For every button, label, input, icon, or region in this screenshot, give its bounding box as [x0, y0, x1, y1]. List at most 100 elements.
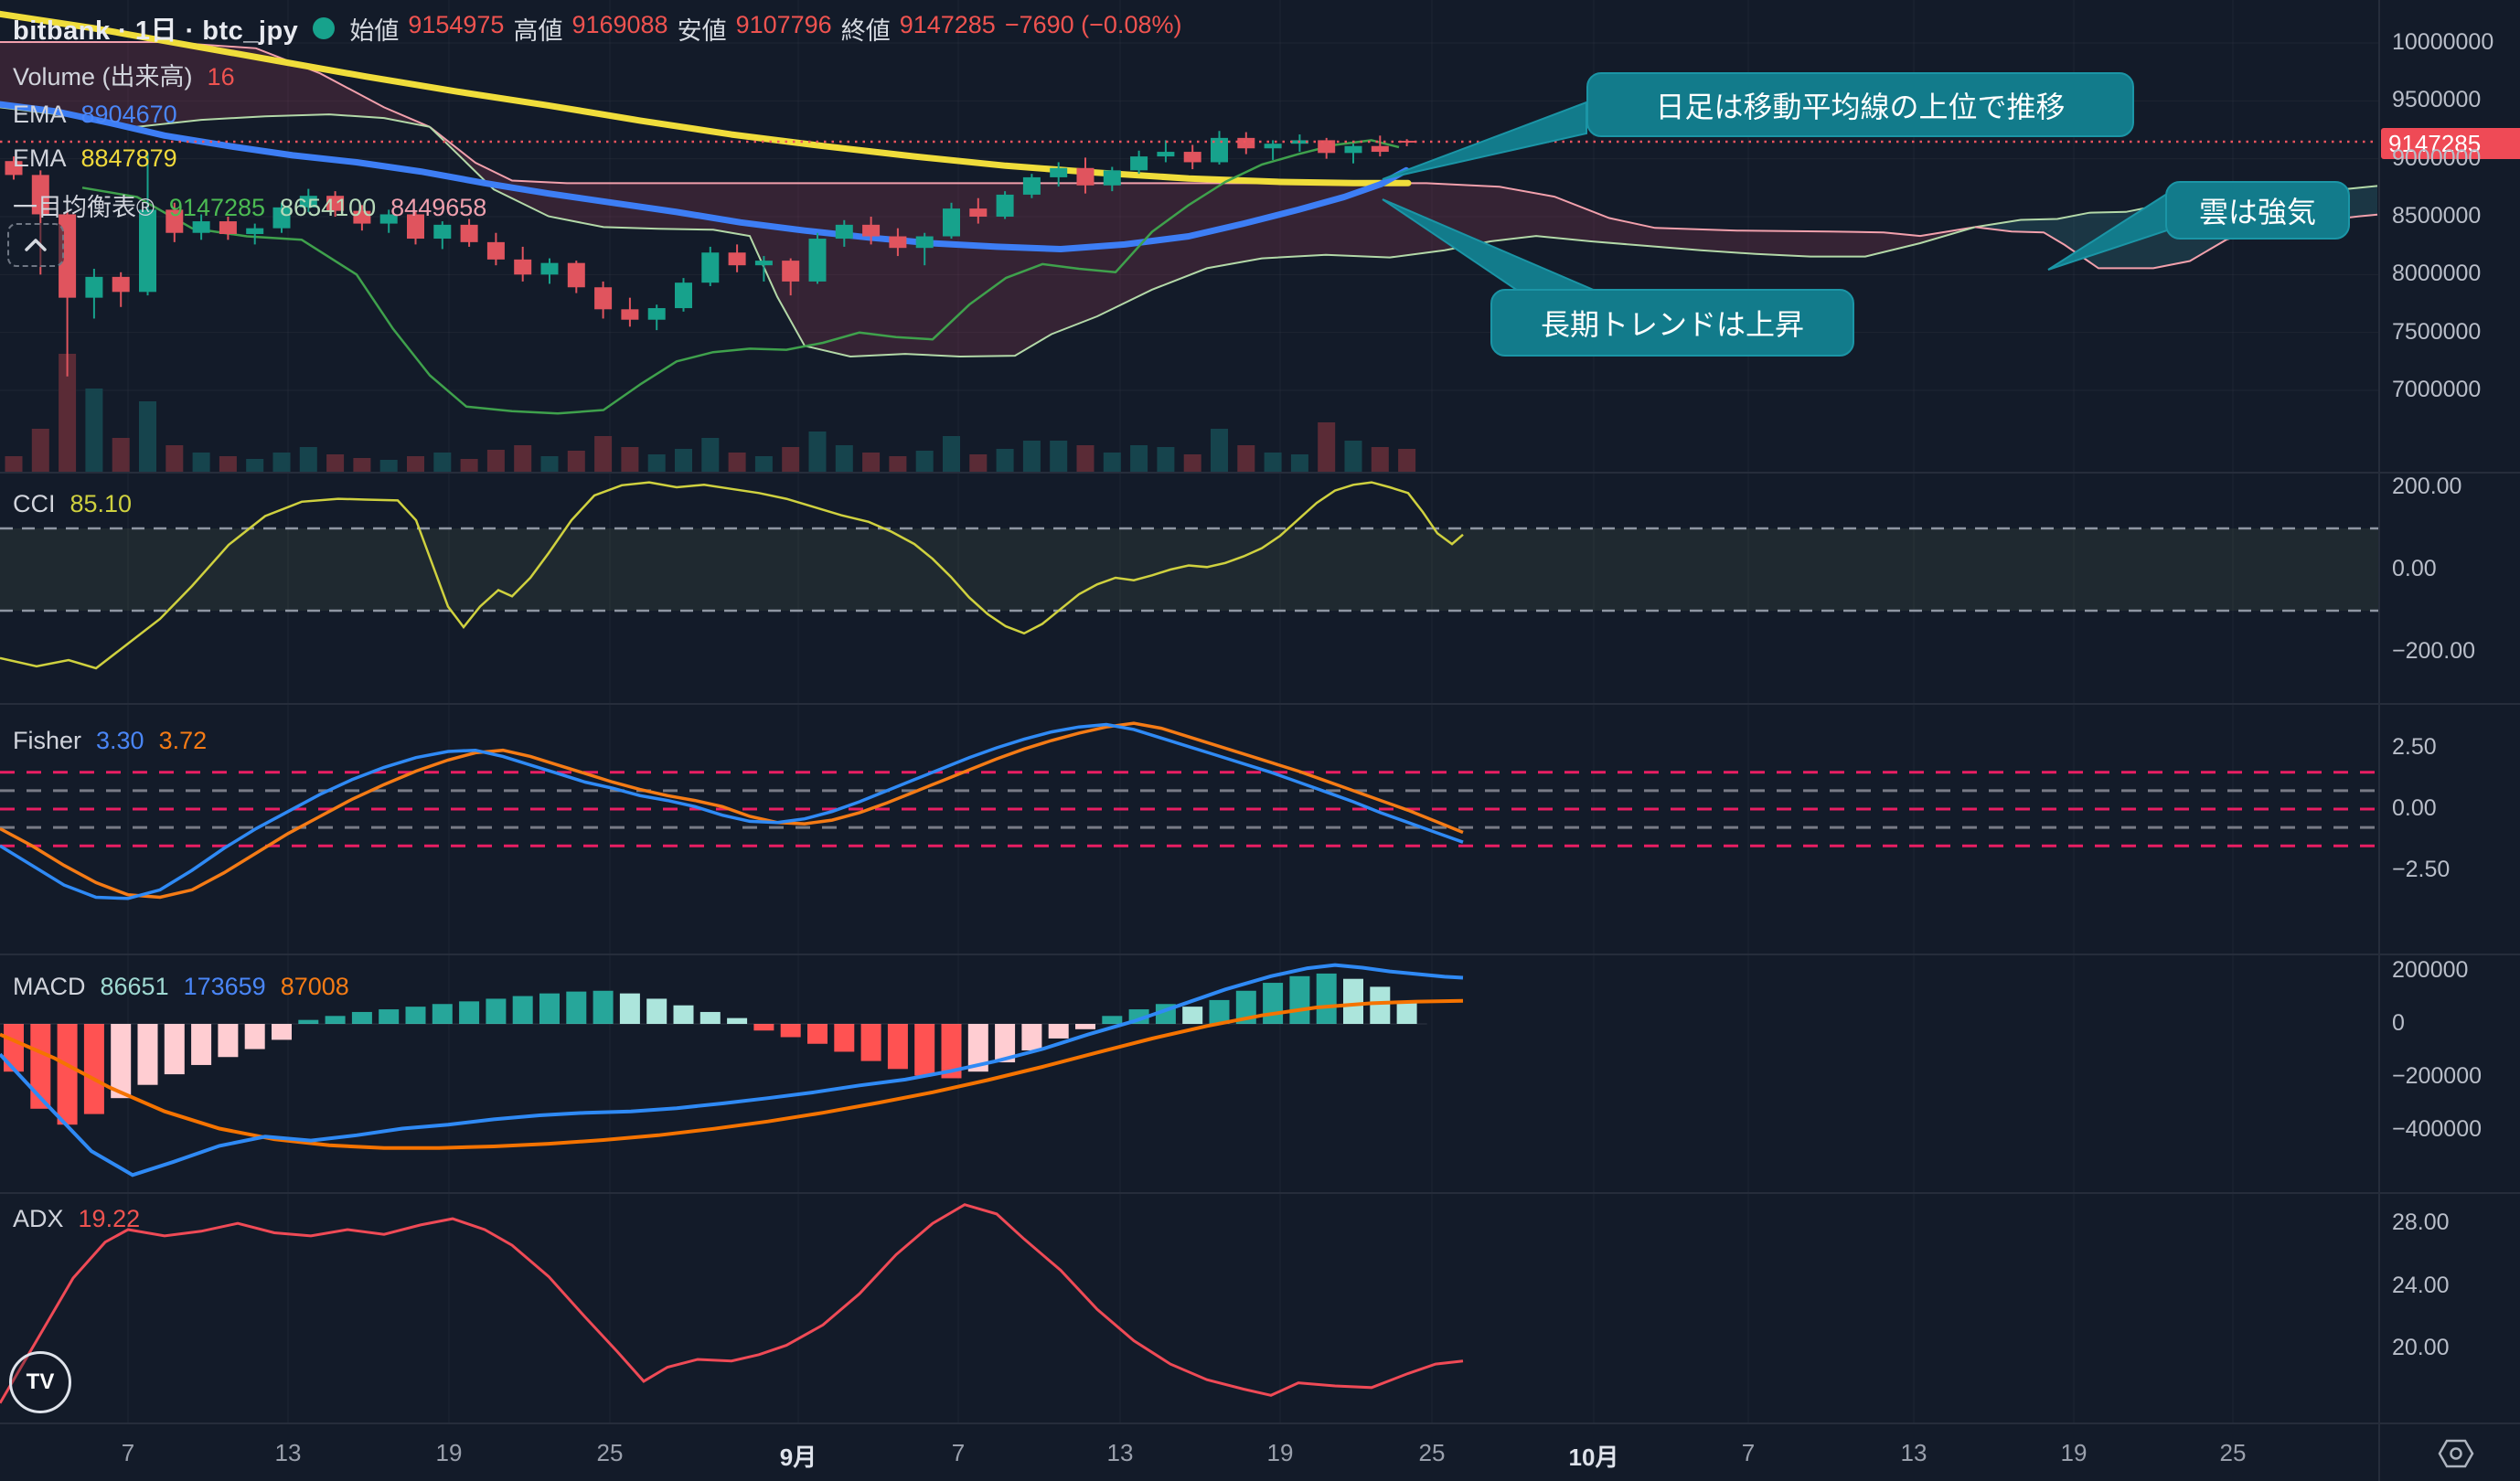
axis-settings-icon[interactable]	[2436, 1437, 2476, 1470]
price-axis-label: 9500000	[2392, 87, 2482, 113]
macd-histogram-bar	[1102, 1016, 1123, 1024]
ema-slow-label: EMA	[13, 144, 67, 172]
callout-above-moving-averages[interactable]: 日足は移動平均線の上位で推移	[1586, 72, 2134, 137]
macd-axis-label: 0	[2392, 1010, 2405, 1036]
volume-bar	[701, 438, 720, 473]
legend-volume[interactable]: Volume (出来高) 16	[13, 57, 235, 92]
price-axis-label: 9000000	[2392, 144, 2482, 171]
callout-text: 長期トレンドは上昇	[1540, 308, 1804, 341]
volume-bar	[166, 445, 184, 473]
callout-text: 雲は強気	[2198, 196, 2316, 229]
volume-bar	[1211, 429, 1228, 473]
candle	[166, 209, 184, 233]
candle	[915, 236, 934, 249]
volume-bar	[594, 436, 613, 473]
collapse-legend-button[interactable]	[7, 223, 64, 267]
macd-histogram-bar	[325, 1016, 346, 1024]
candle	[701, 252, 720, 283]
macd-histogram-bar	[244, 1024, 265, 1049]
close-value: 9147285	[899, 10, 996, 38]
volume-bar	[1076, 445, 1094, 473]
candle	[996, 194, 1014, 217]
volume-bar	[1237, 445, 1255, 473]
candle	[379, 214, 398, 224]
time-axis-label: 25	[1418, 1439, 1446, 1466]
ohlc-readout: 始値 9154975 高値 9169088 安値 9107796 終値 9147285 …	[349, 11, 1181, 47]
macd-value-signal: 87008	[280, 973, 349, 1000]
callout-bullish-cloud[interactable]: 雲は強気	[2165, 181, 2350, 240]
candle	[1318, 140, 1336, 154]
candle	[1237, 137, 1255, 149]
candle	[486, 241, 505, 260]
volume-bar	[808, 432, 827, 473]
candle	[540, 262, 559, 275]
time-axis-label: 19	[2060, 1439, 2088, 1466]
legend-cci[interactable]: CCI 85.10	[13, 490, 132, 518]
symbol-title[interactable]: bitbank · 1日 · btc_jpy	[13, 16, 299, 46]
candle	[1103, 170, 1121, 186]
macd-histogram-bar	[673, 1005, 694, 1024]
high-label: 高値	[513, 16, 563, 45]
legend-macd[interactable]: MACD 86651 173659 87008	[13, 973, 349, 1001]
adx-axis-label: 28.00	[2392, 1209, 2450, 1236]
volume-bar	[486, 450, 505, 473]
volume-bar	[407, 456, 424, 473]
macd-histogram-bar	[807, 1024, 828, 1044]
volume-bar	[675, 449, 692, 473]
macd-histogram-bar	[646, 998, 667, 1024]
legend-fisher[interactable]: Fisher 3.30 3.72	[13, 727, 207, 755]
legend-ema-slow[interactable]: EMA 8847879	[13, 144, 177, 173]
tradingview-logo[interactable]: TV	[9, 1351, 71, 1413]
volume-bar	[1318, 422, 1336, 473]
volume-bar	[782, 447, 800, 473]
ema-fast-value: 8904670	[80, 101, 177, 128]
candle	[594, 287, 613, 310]
current-price-value: 9147285	[2388, 129, 2482, 157]
volume-bar	[969, 454, 988, 473]
volume-bar	[59, 354, 77, 473]
macd-histogram-bar	[860, 1024, 881, 1061]
macd-histogram-bar	[137, 1024, 158, 1085]
volume-bar	[862, 453, 881, 473]
volume-bar	[460, 459, 478, 473]
candle	[353, 210, 371, 224]
volume-bar	[1022, 441, 1041, 473]
candle	[862, 224, 881, 237]
ema-slow-line	[0, 10, 1412, 186]
callout-longterm-uptrend[interactable]: 長期トレンドは上昇	[1490, 289, 1854, 357]
time-axis-label: 10月	[1568, 1444, 1619, 1471]
ichimoku-value-1: 9147285	[168, 194, 266, 221]
time-axis-label: 19	[1266, 1439, 1294, 1466]
volume-bar	[514, 445, 532, 473]
fisher-axis-label: −2.50	[2392, 857, 2451, 882]
macd-histogram-bar	[218, 1024, 239, 1058]
macd-histogram-bar	[191, 1024, 212, 1065]
volume-label: Volume (出来高)	[13, 63, 193, 91]
macd-histogram-bar	[1048, 1024, 1069, 1039]
callout-tail	[1382, 101, 1587, 180]
legend-ema-fast[interactable]: EMA 8904670	[13, 101, 177, 129]
legend-ichimoku[interactable]: 一目均衡表® 9147285 8654100 8449658	[13, 187, 486, 223]
volume-bar	[139, 401, 156, 473]
candle	[728, 252, 746, 266]
cci-line	[0, 481, 1464, 670]
volume-bar	[1050, 441, 1068, 473]
symbol-header[interactable]: bitbank · 1日 · btc_jpy 始値 9154975 高値 91690…	[13, 9, 1181, 48]
candle	[219, 221, 237, 234]
candle	[31, 175, 49, 215]
volume-bar	[192, 453, 210, 473]
macd-histogram-bar	[1263, 983, 1284, 1024]
macd-axis-label: −400000	[2392, 1116, 2483, 1142]
time-axis-label: 13	[1106, 1439, 1134, 1466]
volume-bar	[728, 453, 746, 473]
macd-histogram-bar	[111, 1024, 132, 1099]
macd-histogram-bar	[351, 1011, 372, 1024]
legend-adx[interactable]: ADX 19.22	[13, 1205, 140, 1233]
macd-label: MACD	[13, 973, 86, 1000]
macd-axis-label: −200000	[2392, 1063, 2483, 1089]
volume-bar	[835, 445, 853, 473]
macd-histogram-bar	[1289, 975, 1310, 1024]
macd-histogram-bar	[566, 991, 587, 1024]
macd-histogram-bar	[995, 1024, 1016, 1063]
macd-histogram-bar	[1182, 1007, 1203, 1024]
